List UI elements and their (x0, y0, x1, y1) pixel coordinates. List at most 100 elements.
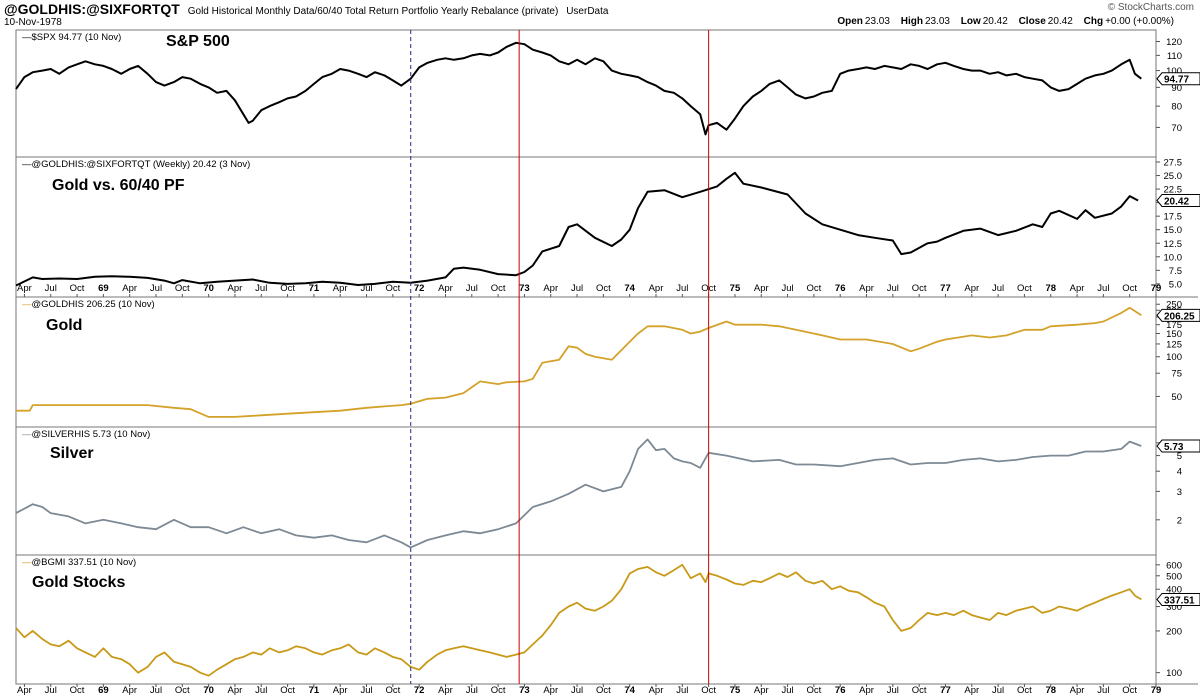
open-value: 23.03 (864, 16, 890, 27)
x-tick-label: Apr (122, 685, 137, 696)
x-tick-label: Apr (543, 685, 558, 696)
x-tick-label: Jul (45, 685, 57, 696)
x-tick-label: 77 (940, 283, 951, 294)
x-tick-label: Oct (596, 685, 611, 696)
panel-legend-ratio: —@GOLDHIS:@SIXFORTQT (Weekly) 20.42 (3 N… (22, 159, 250, 170)
x-tick-label: 76 (835, 685, 846, 696)
x-tick-label: Jul (255, 283, 267, 294)
x-tick-label: Oct (1122, 283, 1137, 294)
chart-description: Gold Historical Monthly Data/60/40 Total… (187, 6, 559, 17)
x-tick-label: Jul (45, 283, 57, 294)
x-tick-label: Apr (543, 283, 558, 294)
x-tick-label: 72 (414, 685, 425, 696)
x-tick-label: Apr (859, 283, 874, 294)
x-tick-label: 79 (1151, 685, 1162, 696)
y-tick-label: 7.5 (1169, 266, 1182, 277)
x-tick-label: 73 (519, 685, 530, 696)
legend-text: @BGMI 337.51 (10 Nov) (32, 557, 137, 568)
legend-swatch: — (22, 299, 32, 310)
x-tick-label: Jul (887, 685, 899, 696)
x-tick-label: Apr (649, 685, 664, 696)
x-tick-label: Jul (255, 685, 267, 696)
last-value-label: 5.73 (1164, 442, 1184, 453)
x-tick-label: Oct (807, 283, 822, 294)
series-line-spx (15, 41, 1142, 136)
x-tick-label: Apr (649, 283, 664, 294)
x-tick-label: 72 (414, 283, 425, 294)
x-tick-label: Jul (571, 685, 583, 696)
x-tick-label: 70 (203, 685, 214, 696)
x-tick-label: Jul (676, 283, 688, 294)
x-tick-label: Apr (333, 283, 348, 294)
panel-legend-spx: —$SPX 94.77 (10 Nov) (22, 32, 121, 43)
x-tick-label: Apr (1070, 283, 1085, 294)
panel-frame-ratio (15, 156, 1157, 298)
x-tick-label: Apr (438, 283, 453, 294)
y-tick-label: 250 (1166, 300, 1182, 311)
y-tick-label: 300 (1166, 602, 1182, 613)
legend-text: @SILVERHIS 5.73 (10 Nov) (32, 429, 151, 440)
x-tick-label: Jul (150, 685, 162, 696)
legend-text: $SPX 94.77 (10 Nov) (32, 32, 122, 43)
series-line-silver (15, 438, 1142, 549)
brand-watermark: © StockCharts.com (1107, 2, 1194, 13)
y-tick-label: 70 (1171, 123, 1182, 134)
x-tick-label: Jul (782, 685, 794, 696)
x-tick-label: Oct (596, 283, 611, 294)
y-tick-label: 100 (1166, 668, 1182, 679)
x-tick-label: 74 (624, 283, 635, 294)
x-tick-label: Jul (782, 283, 794, 294)
y-tick-label: 3 (1177, 487, 1182, 498)
y-tick-label: 17.5 (1164, 212, 1183, 223)
x-tick-label: Oct (1017, 685, 1032, 696)
y-tick-label: 400 (1166, 585, 1182, 596)
chart-date: 10-Nov-1978 (4, 17, 62, 28)
panel-label-bgmi: Gold Stocks (32, 574, 125, 591)
x-tick-label: Apr (333, 685, 348, 696)
x-tick-label: Jul (887, 283, 899, 294)
panel-legend-silver: —@SILVERHIS 5.73 (10 Nov) (22, 429, 150, 440)
x-tick-label: 79 (1151, 283, 1162, 294)
legend-text: @GOLDHIS 206.25 (10 Nov) (32, 299, 155, 310)
x-tick-label: Apr (964, 283, 979, 294)
panel-frame-silver (15, 426, 1157, 556)
last-value-badge (1156, 592, 1200, 606)
last-value-label: 206.25 (1164, 311, 1195, 322)
userdata-label: UserData (566, 6, 609, 17)
y-tick-label: 175 (1166, 320, 1182, 331)
last-value-label: 94.77 (1164, 75, 1189, 86)
last-value-badge (1156, 439, 1200, 453)
y-tick-label: 125 (1166, 339, 1182, 350)
x-tick-label: Apr (17, 283, 32, 294)
x-tick-label: Apr (17, 685, 32, 696)
x-tick-label: Jul (992, 685, 1004, 696)
x-tick-label: Oct (280, 283, 295, 294)
x-tick-label: Oct (912, 283, 927, 294)
chart-symbol-line: @GOLDHIS:@SIXFORTQT Gold Historical Mont… (4, 1, 608, 17)
x-tick-label: Oct (175, 685, 190, 696)
x-tick-label: Apr (228, 685, 243, 696)
y-tick-label: 10.0 (1164, 252, 1183, 263)
close-label: Close (1018, 16, 1046, 27)
y-tick-label: 5.0 (1169, 279, 1182, 290)
x-tick-label: Apr (122, 283, 137, 294)
x-tick-label: Apr (964, 685, 979, 696)
low-label: Low (960, 16, 981, 27)
x-tick-label: Oct (70, 685, 85, 696)
x-tick-label: Jul (571, 283, 583, 294)
y-tick-label: 110 (1167, 51, 1182, 62)
x-tick-label: Oct (1017, 283, 1032, 294)
y-tick-label: 600 (1166, 560, 1182, 571)
legend-text: @GOLDHIS:@SIXFORTQT (Weekly) 20.42 (3 No… (32, 159, 251, 170)
x-tick-label: Apr (1070, 685, 1085, 696)
y-tick-label: 200 (1166, 626, 1182, 637)
chg-label: Chg (1083, 16, 1104, 27)
y-tick-label: 25.0 (1164, 171, 1183, 182)
x-tick-label: Oct (385, 283, 400, 294)
chart-symbol: @GOLDHIS:@SIXFORTQT (4, 1, 180, 17)
legend-swatch: — (22, 159, 32, 170)
series-line-bgmi (15, 563, 1142, 677)
x-tick-label: 69 (98, 283, 109, 294)
x-tick-label: Oct (807, 685, 822, 696)
x-tick-label: Jul (360, 283, 372, 294)
